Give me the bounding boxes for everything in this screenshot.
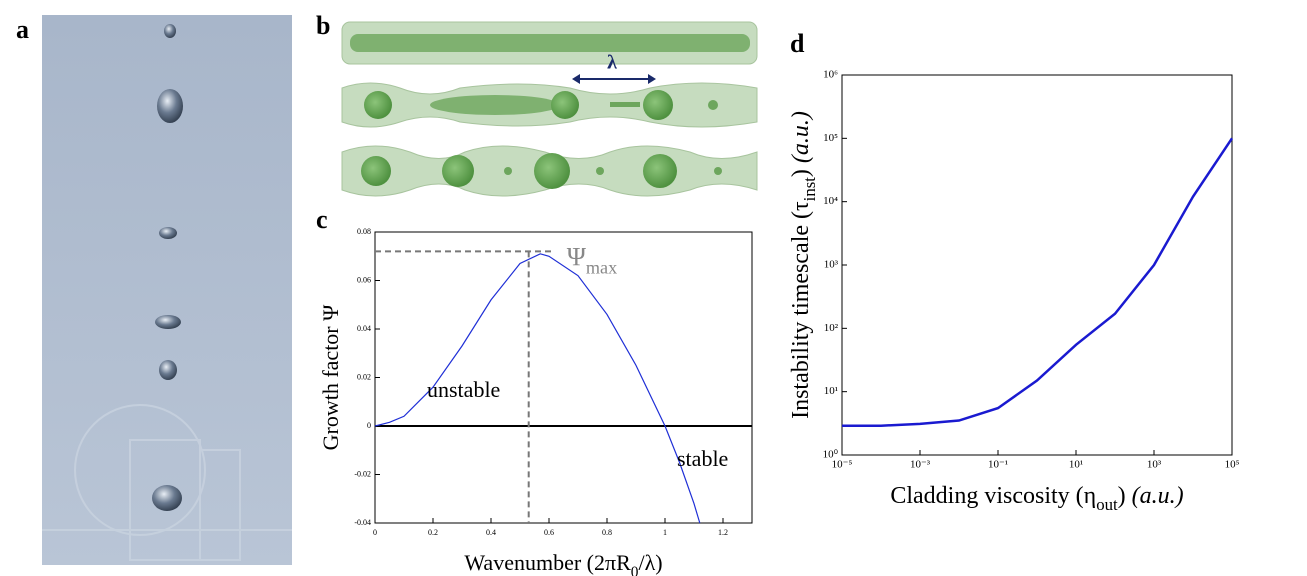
x-tick-label: 0.8: [602, 528, 612, 537]
max-label-part: max: [586, 258, 617, 278]
x-axis-label-part: (a.u.): [1132, 483, 1184, 509]
lambda-label: λ: [607, 52, 617, 74]
x-axis-label-part: Wavenumber (2πR: [464, 550, 631, 575]
y-axis-label: Growth factor Ψ: [318, 304, 343, 451]
x-tick-label: 10⁵: [1225, 459, 1240, 471]
y-tick-label: -0.02: [354, 469, 371, 478]
y-axis-label-part: Instability timescale (τ: [788, 201, 814, 419]
y-tick-label: 10⁰: [823, 449, 839, 461]
x-tick-label: 0.2: [428, 528, 438, 537]
panel-label: a: [16, 15, 29, 44]
y-tick-label: 10⁴: [823, 195, 838, 207]
max-label: Ψmax: [567, 242, 618, 277]
droplet-photo: [42, 15, 292, 565]
x-tick-label: 10¹: [1069, 459, 1083, 471]
annotation: unstable: [427, 377, 500, 402]
x-tick-label: 1: [663, 528, 667, 537]
max-label-part: Ψ: [567, 242, 587, 271]
x-tick-label: 1.2: [718, 528, 728, 537]
y-axis-label-part: Growth factor Ψ: [318, 304, 343, 451]
x-axis-label: Cladding viscosity (ηout) (a.u.): [890, 483, 1183, 515]
y-tick-label: 10⁵: [823, 132, 838, 144]
y-tick-label: 10¹: [824, 385, 838, 397]
y-tick-label: 0.08: [357, 227, 371, 236]
x-axis-label-part: out: [1096, 495, 1118, 514]
y-tick-label: -0.04: [354, 518, 371, 527]
x-tick-label: 0: [373, 528, 377, 537]
curve: [374, 253, 701, 524]
jet-illustration: [341, 21, 758, 197]
panel-label: d: [790, 29, 805, 58]
x-tick-label: 10⁻³: [910, 459, 931, 471]
y-axis-label-part: inst: [800, 177, 819, 202]
x-axis-label-part: 0: [631, 564, 639, 576]
y-tick-label: 0: [367, 421, 371, 430]
y-tick-label: 0.02: [357, 372, 371, 381]
x-tick-label: 10⁻⁵: [832, 459, 853, 471]
x-tick-label: 10⁻¹: [988, 459, 1008, 471]
plot-frame: [841, 74, 1233, 456]
x-tick-label: 0.4: [486, 528, 496, 537]
y-tick-label: 0.04: [357, 324, 371, 333]
y-tick-label: 0.06: [357, 275, 371, 284]
y-tick-label: 10³: [824, 259, 839, 271]
x-tick-label: 0.6: [544, 528, 554, 537]
y-axis-label-part: ): [788, 163, 814, 177]
x-axis-label-part: ): [1118, 483, 1132, 509]
x-axis-label-part: /λ): [638, 550, 662, 575]
y-axis-label-part: (a.u.): [788, 111, 814, 163]
panel-label: c: [316, 205, 328, 234]
panel-label: b: [316, 11, 330, 40]
y-axis-label: Instability timescale (τinst) (a.u.): [788, 111, 820, 419]
y-tick-label: 10⁶: [823, 69, 838, 81]
x-axis-label: Wavenumber (2πR0/λ): [464, 550, 662, 576]
x-axis-label-part: Cladding viscosity (η: [890, 483, 1096, 509]
annotation: stable: [677, 446, 728, 471]
x-tick-label: 10³: [1147, 459, 1162, 471]
curve: [842, 137, 1234, 427]
y-tick-label: 10²: [824, 322, 839, 334]
